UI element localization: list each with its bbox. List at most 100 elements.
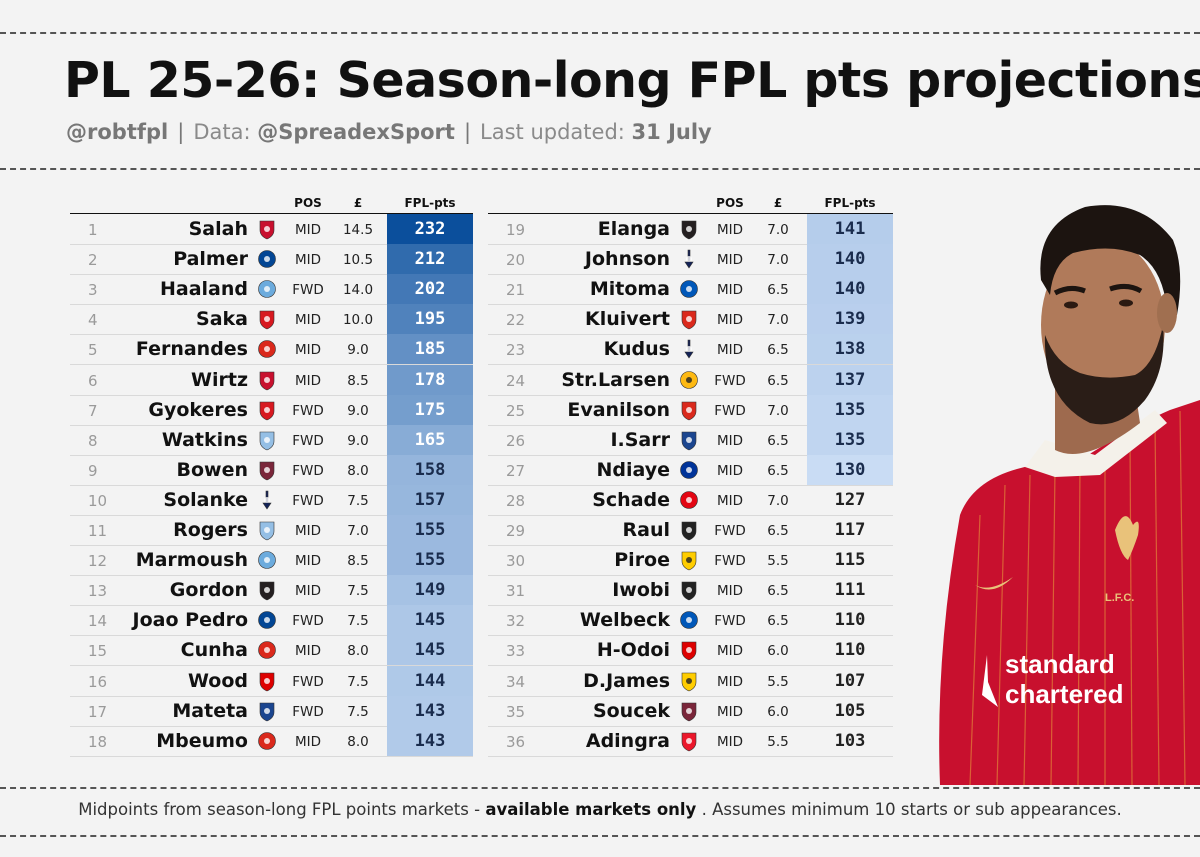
west-ham-badge-icon bbox=[679, 700, 699, 722]
rank-number: 23 bbox=[506, 341, 526, 360]
man-city-badge-icon bbox=[257, 278, 277, 300]
footer-top-divider bbox=[0, 787, 1200, 789]
position: FWD bbox=[292, 462, 324, 479]
fpl-points: 111 bbox=[834, 580, 866, 601]
position: MID bbox=[716, 492, 744, 509]
forest-badge-icon bbox=[679, 639, 699, 661]
fpl-points: 155 bbox=[387, 545, 473, 576]
player-name: Mitoma bbox=[589, 278, 670, 301]
rank-number: 6 bbox=[88, 371, 98, 390]
footer-text-2: . Assumes minimum 10 starts or sub appea… bbox=[696, 800, 1122, 819]
player-row: 30 Piroe FWD 5.5 115 bbox=[488, 545, 893, 577]
fpl-points: 135 bbox=[807, 394, 893, 425]
price: 7.0 bbox=[767, 402, 789, 419]
fpl-points: 127 bbox=[834, 489, 866, 510]
player-hair bbox=[1040, 205, 1181, 315]
price: 5.5 bbox=[767, 673, 789, 690]
player-name: Palmer bbox=[173, 248, 248, 271]
player-row: 25 Evanilson FWD 7.0 135 bbox=[488, 394, 893, 426]
player-row: 24 Str.Larsen FWD 6.5 137 bbox=[488, 364, 893, 396]
player-name: Wood bbox=[188, 669, 248, 692]
subtitle: @robtfpl | Data: @SpreadexSport | Last updat… bbox=[66, 120, 712, 144]
rank-number: 13 bbox=[88, 582, 108, 601]
player-row: 31 Iwobi MID 6.5 111 bbox=[488, 575, 893, 607]
player-name: Watkins bbox=[161, 428, 248, 451]
fpl-points: 202 bbox=[387, 274, 473, 305]
price: 8.0 bbox=[347, 733, 369, 750]
rank-number: 20 bbox=[506, 251, 526, 270]
price: 10.0 bbox=[342, 312, 374, 329]
fpl-points: 149 bbox=[387, 575, 473, 606]
price: 8.5 bbox=[347, 372, 369, 389]
chelsea-badge-icon bbox=[257, 248, 277, 270]
separator: | bbox=[177, 120, 185, 144]
player-name: Gyokeres bbox=[148, 398, 248, 421]
player-face bbox=[1041, 239, 1165, 411]
rank-number: 31 bbox=[506, 582, 526, 601]
liverpool-badge-icon bbox=[257, 369, 277, 391]
rank-number: 35 bbox=[506, 702, 526, 721]
fpl-points: 141 bbox=[807, 214, 893, 244]
price: 7.5 bbox=[347, 673, 369, 690]
player-name: Iwobi bbox=[612, 579, 670, 602]
everton-badge-icon bbox=[679, 459, 699, 481]
fpl-points: 143 bbox=[387, 725, 473, 756]
author-handle[interactable]: @robtfpl bbox=[66, 120, 169, 144]
fpl-points: 175 bbox=[387, 394, 473, 425]
player-name: Welbeck bbox=[579, 609, 670, 632]
man-utd-badge-icon bbox=[257, 730, 277, 752]
player-name: Ndiaye bbox=[596, 458, 670, 481]
player-name: Gordon bbox=[169, 579, 248, 602]
aston-villa-badge-icon bbox=[257, 519, 277, 541]
wolves-badge-icon bbox=[679, 369, 699, 391]
position: MID bbox=[294, 523, 322, 539]
data-source-handle[interactable]: @SpreadexSport bbox=[257, 120, 455, 144]
player-row: 29 Raul FWD 6.5 117 bbox=[488, 515, 893, 546]
player-row: 36 Adingra MID 5.5 103 bbox=[488, 726, 893, 757]
player-row: 1 Salah MID 14.5 232 bbox=[70, 214, 473, 245]
player-beard bbox=[1044, 325, 1164, 425]
player-row: 15 Cunha MID 8.0 145 bbox=[70, 635, 473, 667]
page-title: PL 25-26: Season-long FPL pts projection… bbox=[64, 52, 1200, 109]
fpl-points: 140 bbox=[807, 274, 893, 305]
brighton-badge-icon bbox=[679, 278, 699, 300]
player-row: 27 Ndiaye MID 6.5 130 bbox=[488, 454, 893, 486]
player-name: Joao Pedro bbox=[132, 609, 248, 632]
position: FWD bbox=[292, 613, 324, 630]
fpl-points: 145 bbox=[387, 605, 473, 636]
price: 6.5 bbox=[767, 372, 789, 389]
position: MID bbox=[716, 312, 744, 329]
liverpool-badge-icon bbox=[257, 218, 277, 240]
pts-header: FPL-pts bbox=[824, 196, 876, 210]
player-name: Raul bbox=[622, 519, 671, 541]
price: 10.5 bbox=[342, 252, 374, 269]
position: FWD bbox=[292, 402, 324, 419]
player-name: Schade bbox=[592, 488, 670, 511]
fpl-points: 103 bbox=[834, 730, 866, 751]
player-name: Evanilson bbox=[567, 398, 670, 421]
price: 14.5 bbox=[342, 222, 374, 238]
position: MID bbox=[716, 733, 744, 750]
position: MID bbox=[716, 673, 744, 690]
player-row: 26 I.Sarr MID 6.5 135 bbox=[488, 424, 893, 456]
svg-text:chartered: chartered bbox=[1005, 679, 1124, 709]
pos-header: POS bbox=[294, 196, 322, 210]
position: MID bbox=[294, 252, 322, 269]
player-row: 8 Watkins FWD 9.0 165 bbox=[70, 424, 473, 456]
fpl-points: 145 bbox=[387, 635, 473, 666]
fpl-points: 185 bbox=[387, 334, 473, 365]
price: 7.0 bbox=[767, 312, 789, 329]
kit-pinstripes bbox=[969, 410, 1186, 785]
rank-number: 12 bbox=[88, 552, 108, 571]
position: MID bbox=[716, 703, 744, 720]
rank-number: 29 bbox=[506, 522, 526, 540]
player-name: Mateta bbox=[172, 699, 248, 722]
fpl-points: 157 bbox=[387, 484, 473, 515]
arsenal-badge-icon bbox=[257, 308, 277, 330]
price: 7.5 bbox=[347, 613, 369, 630]
palace-badge-icon bbox=[679, 429, 699, 451]
rank-number: 25 bbox=[506, 401, 526, 420]
price: 9.0 bbox=[347, 432, 369, 449]
fpl-points: 130 bbox=[807, 454, 893, 485]
fpl-points: 232 bbox=[387, 214, 473, 244]
